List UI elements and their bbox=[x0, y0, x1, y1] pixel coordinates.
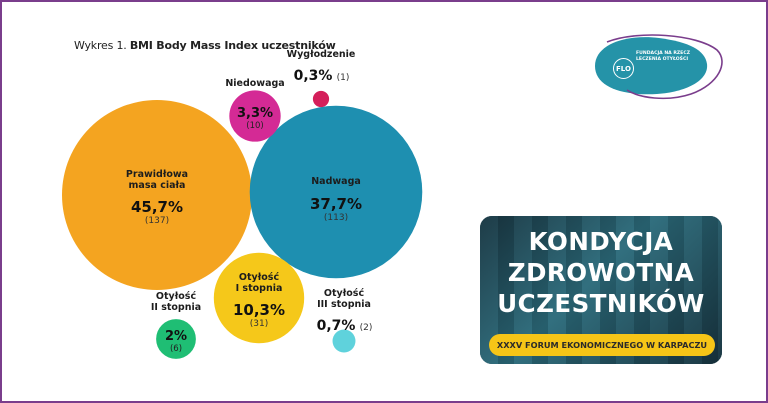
bubble-percent: 3,3% bbox=[237, 106, 273, 121]
bubble-count: (1) bbox=[337, 73, 350, 83]
bubble-percent: 2% bbox=[165, 329, 187, 344]
banner-title-line-1: KONDYCJA bbox=[528, 227, 674, 256]
flo-logo bbox=[595, 34, 723, 100]
bubble-label: Niedowaga bbox=[225, 78, 284, 89]
title-banner: KONDYCJA ZDROWOTNA UCZESTNIKÓW XXXV FORU… bbox=[480, 216, 722, 364]
bubble-3 bbox=[213, 252, 305, 344]
bubble-percent: 0,7% bbox=[317, 318, 356, 334]
bubble-percent: 0,3% bbox=[294, 68, 333, 84]
bubble-label: Wygłodzenie bbox=[287, 49, 356, 60]
bubble-label: Prawidłowa bbox=[126, 169, 188, 180]
bubble-label: III stopnia bbox=[317, 299, 371, 310]
banner-subtitle: XXXV FORUM EKONOMICZNEGO W KARPACZU bbox=[489, 334, 715, 356]
figure-title-prefix: Wykres 1. bbox=[74, 39, 130, 52]
banner-title: KONDYCJA ZDROWOTNA UCZESTNIKÓW bbox=[480, 226, 722, 319]
bubble-2 bbox=[249, 105, 423, 279]
bubble-count: (137) bbox=[145, 216, 169, 226]
logo-mark: FLO bbox=[613, 58, 634, 79]
bubble-count: (31) bbox=[250, 319, 268, 329]
bubble-percent: 37,7% bbox=[310, 195, 362, 213]
bubble-6 bbox=[332, 329, 356, 353]
logo-text: FUNDACJA NA RZECZ LECZENIA OTYŁOŚCI bbox=[636, 51, 691, 62]
figure-title: Wykres 1. BMI Body Mass Index uczestnikó… bbox=[74, 39, 336, 52]
bubble-percent: 10,3% bbox=[233, 301, 285, 319]
bubble-label: Otyłość bbox=[239, 272, 280, 283]
bubble-label: masa ciała bbox=[129, 180, 186, 191]
bubble-count: (113) bbox=[324, 213, 348, 223]
bubble-count: (2) bbox=[360, 323, 373, 333]
bubble-count: (6) bbox=[170, 344, 182, 354]
bubble-label: I stopnia bbox=[236, 283, 283, 294]
banner-title-line-3: UCZESTNIKÓW bbox=[497, 289, 705, 318]
bubble-count: (10) bbox=[246, 121, 263, 131]
bubble-label: Otyłość bbox=[324, 288, 365, 299]
bubble-5 bbox=[156, 319, 196, 359]
bubble-4 bbox=[229, 90, 281, 142]
bubble-1 bbox=[62, 100, 252, 290]
bubble-label: Otyłość bbox=[156, 291, 197, 302]
bubble-percent: 45,7% bbox=[131, 198, 183, 216]
bubble-7 bbox=[312, 90, 330, 108]
figure-title-main: BMI Body Mass Index uczestników bbox=[129, 39, 336, 52]
bubble-label: II stopnia bbox=[151, 302, 201, 313]
banner-title-line-2: ZDROWOTNA bbox=[507, 258, 695, 287]
bubble-label: Nadwaga bbox=[311, 176, 361, 187]
